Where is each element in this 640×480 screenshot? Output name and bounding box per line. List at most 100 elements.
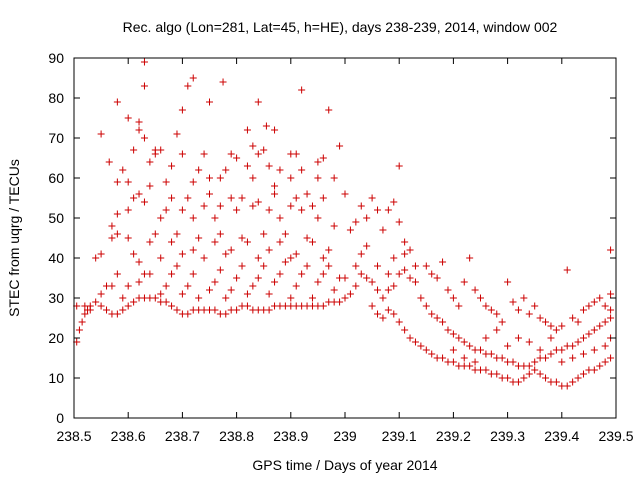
data-point xyxy=(590,298,598,306)
data-point xyxy=(168,302,176,310)
data-point xyxy=(314,174,322,182)
data-point xyxy=(504,374,512,382)
data-point xyxy=(374,310,382,318)
y-axis-ticks: 0 10 20 30 40 50 60 70 80 90 xyxy=(48,50,616,426)
data-point xyxy=(379,294,387,302)
data-point xyxy=(157,254,165,262)
data-point xyxy=(184,310,192,318)
data-point xyxy=(368,194,376,202)
data-point xyxy=(222,294,230,302)
data-point xyxy=(243,302,251,310)
data-point xyxy=(536,346,544,354)
data-point xyxy=(368,302,376,310)
data-point xyxy=(303,234,311,242)
data-point xyxy=(525,370,533,378)
y-tick-label: 0 xyxy=(56,410,64,426)
x-tick-label: 238.6 xyxy=(111,428,146,444)
data-point xyxy=(162,298,170,306)
data-point xyxy=(401,250,409,258)
data-point xyxy=(363,242,371,250)
data-point xyxy=(346,290,354,298)
data-point xyxy=(243,238,251,246)
data-point xyxy=(178,290,186,298)
data-point xyxy=(471,286,479,294)
data-point xyxy=(162,282,170,290)
data-point xyxy=(363,274,371,282)
data-point xyxy=(265,206,273,214)
data-point xyxy=(254,254,262,262)
data-point xyxy=(276,214,284,222)
data-point xyxy=(238,262,246,270)
data-point xyxy=(189,246,197,254)
data-point xyxy=(498,354,506,362)
data-point xyxy=(368,278,376,286)
data-point xyxy=(498,318,506,326)
data-point xyxy=(92,254,100,262)
data-point xyxy=(119,166,127,174)
data-point xyxy=(206,190,213,198)
data-point xyxy=(276,270,284,278)
data-point xyxy=(233,274,241,282)
data-point xyxy=(233,206,241,214)
data-point xyxy=(265,162,273,170)
data-point xyxy=(271,126,279,134)
data-point xyxy=(195,234,203,242)
y-tick-label: 90 xyxy=(48,50,64,66)
data-point xyxy=(189,74,197,82)
data-point xyxy=(422,302,430,310)
data-point xyxy=(330,286,338,294)
data-point xyxy=(206,286,213,294)
x-tick-label: 239 xyxy=(333,428,357,444)
y-tick-label: 30 xyxy=(48,290,64,306)
data-point xyxy=(178,206,186,214)
data-point xyxy=(601,302,609,310)
data-point xyxy=(113,310,121,318)
data-point xyxy=(590,346,598,354)
data-point xyxy=(222,310,230,318)
data-point xyxy=(466,254,474,262)
x-axis-ticks: 238.5 238.6 238.7 238.8 238.9 239 239.1 239.2 23… xyxy=(56,58,634,444)
data-point xyxy=(374,262,382,270)
x-tick-label: 239.2 xyxy=(436,428,471,444)
x-tick-label: 239.4 xyxy=(544,428,579,444)
data-point xyxy=(558,346,566,354)
data-point xyxy=(336,142,344,150)
data-point xyxy=(574,374,582,382)
data-point xyxy=(151,230,159,238)
data-point xyxy=(607,314,615,322)
data-point xyxy=(455,334,463,342)
data-point xyxy=(146,270,154,278)
data-point xyxy=(265,246,273,254)
data-point xyxy=(168,194,176,202)
data-point xyxy=(596,294,604,302)
data-point xyxy=(520,294,528,302)
data-point xyxy=(341,190,349,198)
x-tick-label: 238.8 xyxy=(219,428,254,444)
data-point xyxy=(211,306,219,314)
data-point xyxy=(341,274,349,282)
data-point xyxy=(135,118,143,126)
data-point xyxy=(428,350,436,358)
data-point xyxy=(514,306,522,314)
data-point xyxy=(130,194,138,202)
data-point xyxy=(482,334,490,342)
data-point xyxy=(227,194,235,202)
data-point xyxy=(184,282,192,290)
data-point xyxy=(542,354,550,362)
data-point xyxy=(281,258,289,266)
data-point xyxy=(200,150,208,158)
data-point xyxy=(558,358,566,366)
data-point xyxy=(271,182,279,190)
x-tick-label: 239.5 xyxy=(598,428,633,444)
data-point xyxy=(601,342,609,350)
data-point xyxy=(140,58,148,66)
data-point xyxy=(75,326,83,334)
data-point xyxy=(178,250,186,258)
data-point xyxy=(113,210,121,218)
data-point xyxy=(569,314,577,322)
x-tick-label: 238.7 xyxy=(165,428,200,444)
data-point xyxy=(135,190,143,198)
y-tick-label: 60 xyxy=(48,170,64,186)
y-tick-label: 50 xyxy=(48,210,64,226)
